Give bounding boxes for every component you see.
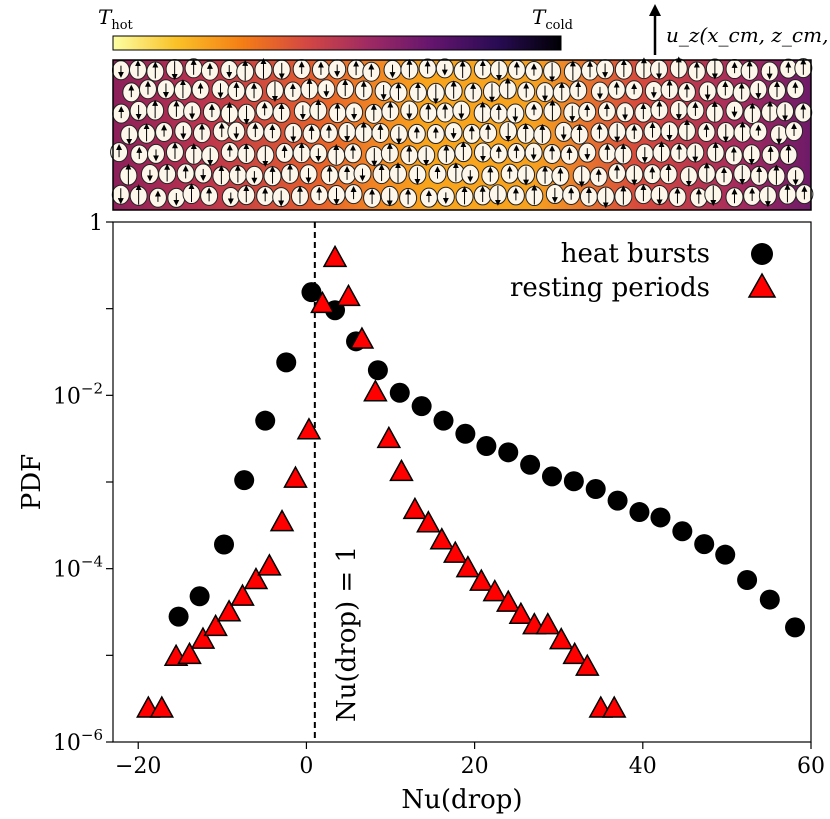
- resting-period-point: [402, 496, 428, 520]
- resting-period-point: [548, 627, 574, 650]
- heat-burst-point: [672, 521, 693, 542]
- resting-period-point: [296, 417, 322, 440]
- resting-period-point: [482, 579, 508, 602]
- heat-burst-point: [433, 410, 454, 431]
- resting-period-point: [177, 641, 202, 665]
- resting-period-point: [243, 566, 269, 590]
- resting-period-point: [310, 290, 335, 314]
- resting-period-point: [508, 601, 534, 625]
- heat-burst-point: [411, 396, 432, 417]
- legend-entry-heat-bursts: heat bursts: [561, 239, 710, 269]
- legend-marker-triangle: [747, 272, 777, 298]
- y-tick-label: 10−6: [53, 726, 103, 756]
- colorbar: Thot Tcold: [98, 5, 573, 51]
- y-tick-label: 10−2: [53, 379, 103, 409]
- nu-one-label: Nu(drop) = 1: [332, 546, 362, 722]
- droplet-field: [110, 56, 814, 211]
- x-tick-label: 20: [461, 754, 489, 779]
- x-tick-label: 0: [299, 754, 313, 779]
- resting-period-point: [283, 465, 308, 488]
- resting-period-point: [429, 527, 455, 550]
- resting-period-point: [336, 283, 361, 307]
- resting-period-point: [149, 695, 175, 718]
- resting-period-point: [203, 613, 228, 637]
- resting-period-point: [216, 599, 242, 622]
- heat-burst-point: [520, 454, 541, 475]
- plot-frame: [112, 221, 812, 743]
- resting-period-point: [601, 695, 627, 718]
- legend-marker-circle: [751, 243, 773, 265]
- heat-burst-point: [455, 423, 476, 444]
- resting-period-point: [416, 510, 441, 533]
- resting-period-point: [257, 553, 282, 576]
- heat-burst-point: [234, 470, 255, 491]
- resting-period-point: [495, 589, 521, 612]
- resting-period-point: [535, 612, 561, 635]
- resting-period-point: [322, 244, 348, 268]
- colorbar-bar: [112, 35, 562, 51]
- heat-burst-point: [389, 382, 410, 403]
- heat-burst-point: [563, 471, 584, 492]
- droplets: [110, 56, 814, 209]
- resting-period-point: [575, 653, 600, 676]
- legend-entry-resting-periods: resting periods: [510, 273, 710, 303]
- resting-period-point: [349, 326, 375, 349]
- heat-burst-point: [759, 589, 780, 610]
- resting-period-point: [443, 540, 468, 563]
- heat-burst-point: [585, 479, 606, 500]
- heat-burst-point: [785, 617, 806, 638]
- heat-burst-point: [476, 436, 497, 457]
- colorbar-left-label: Thot: [98, 5, 134, 33]
- resting-period-point: [269, 509, 295, 532]
- heat-burst-point: [276, 352, 297, 373]
- heat-burst-point: [650, 507, 671, 528]
- heat-burst-point: [498, 442, 519, 463]
- heat-burst-point: [629, 502, 650, 523]
- pdf-plot: −20 0 20 40 60 10−6 10−4 10−2 1 Nu(drop) = 1 hea…: [17, 211, 825, 815]
- resting-period-point: [363, 379, 388, 402]
- x-tick-label: 40: [629, 754, 657, 779]
- heat-burst-point: [737, 569, 758, 590]
- legend: heat bursts resting periods: [510, 239, 777, 303]
- data-markers: [136, 244, 806, 718]
- heat-burst-point: [189, 586, 210, 607]
- x-tick-label: 60: [797, 754, 825, 779]
- resting-period-point: [230, 583, 255, 606]
- axis-ticks: −20 0 20 40 60 10−6 10−4 10−2 1: [53, 211, 825, 779]
- y-tick-label: 10−4: [53, 553, 103, 583]
- y-axis-label: PDF: [17, 454, 47, 510]
- heat-burst-point: [715, 544, 736, 565]
- field-border: [112, 59, 812, 211]
- heat-burst-point: [214, 534, 235, 555]
- resting-period-point: [455, 555, 481, 578]
- x-axis-label: Nu(drop): [401, 785, 522, 815]
- resting-period-point: [376, 425, 402, 449]
- resting-period-point: [190, 626, 216, 649]
- velocity-legend: u_z(x_cm, z_cm, t): [649, 4, 830, 55]
- y-tick-label: 1: [89, 211, 103, 236]
- heat-burst-point: [541, 466, 562, 487]
- heat-burst-point: [367, 360, 388, 381]
- velocity-arrowhead-icon: [649, 4, 661, 16]
- velocity-label: u_z(x_cm, z_cm, t): [666, 23, 830, 47]
- resting-period-point: [389, 458, 414, 482]
- heat-burst-point: [607, 490, 628, 511]
- colorbar-right-label: Tcold: [532, 5, 573, 33]
- heat-burst-point: [694, 534, 715, 555]
- heat-burst-point: [301, 282, 322, 303]
- resting-period-point: [469, 568, 494, 591]
- heat-burst-point: [255, 410, 276, 431]
- resting-period-point: [562, 641, 587, 665]
- x-tick-label: −20: [115, 754, 161, 779]
- heat-burst-point: [168, 606, 189, 627]
